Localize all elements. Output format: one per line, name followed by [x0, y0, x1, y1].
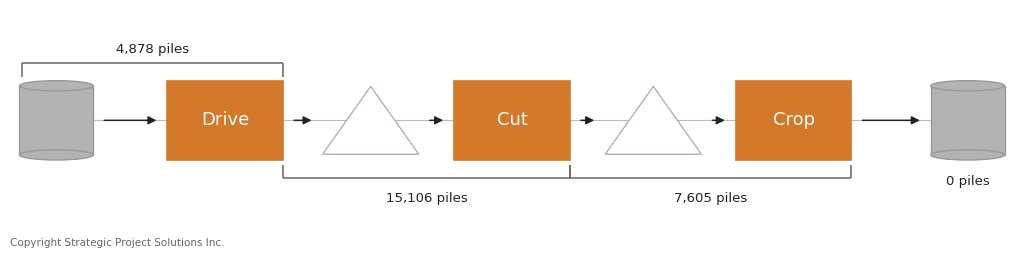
- Ellipse shape: [931, 81, 1005, 91]
- Bar: [455, 81, 569, 160]
- Polygon shape: [605, 86, 701, 154]
- Text: 7,605 piles: 7,605 piles: [674, 192, 748, 205]
- Bar: [168, 81, 283, 160]
- Text: Crop: Crop: [772, 111, 815, 129]
- Ellipse shape: [19, 81, 93, 91]
- Text: Copyright Strategic Project Solutions Inc.: Copyright Strategic Project Solutions In…: [10, 238, 224, 248]
- Ellipse shape: [931, 150, 1005, 160]
- Bar: [735, 81, 852, 160]
- Bar: [19, 86, 93, 155]
- Text: 15,106 piles: 15,106 piles: [386, 192, 467, 205]
- Text: Cut: Cut: [497, 111, 527, 129]
- Bar: [931, 86, 1005, 155]
- Ellipse shape: [19, 150, 93, 160]
- Polygon shape: [323, 86, 419, 154]
- Text: Drive: Drive: [201, 111, 250, 129]
- Text: 0 piles: 0 piles: [946, 175, 989, 188]
- Text: 4,878 piles: 4,878 piles: [116, 43, 188, 56]
